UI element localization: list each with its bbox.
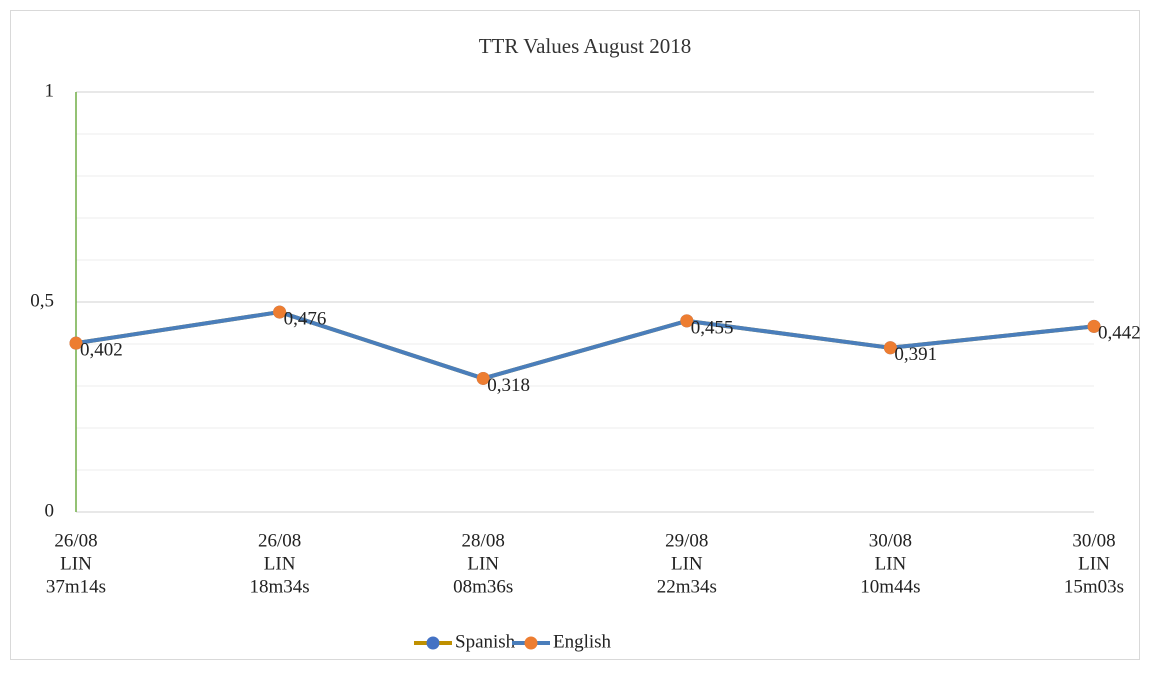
- legend-label: Spanish: [455, 631, 516, 652]
- x-tick-label: LIN: [60, 553, 92, 574]
- marker: [1087, 319, 1101, 333]
- data-label: 0,318: [487, 375, 530, 396]
- x-tick-label: 26/08: [54, 530, 97, 551]
- x-tick-label: 22m34s: [657, 576, 717, 597]
- data-label: 0,442: [1098, 323, 1141, 344]
- marker: [476, 371, 490, 385]
- data-label: 0,391: [894, 344, 937, 365]
- x-tick-label: 30/08: [869, 530, 912, 551]
- x-tick-label: LIN: [264, 553, 296, 574]
- x-tick-label: 29/08: [665, 530, 708, 551]
- marker: [883, 341, 897, 355]
- data-label: 0,455: [691, 317, 734, 338]
- x-tick-label: 26/08: [258, 530, 301, 551]
- x-tick-label: LIN: [1078, 553, 1110, 574]
- legend-label: English: [553, 631, 612, 652]
- data-label: 0,476: [284, 308, 327, 329]
- marker: [680, 314, 694, 328]
- x-tick-label: 28/08: [462, 530, 505, 551]
- legend-marker: [426, 636, 440, 650]
- x-tick-label: 18m34s: [250, 576, 310, 597]
- y-tick-label: 1: [45, 80, 55, 101]
- x-tick-label: LIN: [467, 553, 499, 574]
- line: [75, 310, 1095, 381]
- x-tick-label: LIN: [671, 553, 703, 574]
- x-tick-label: 30/08: [1072, 530, 1115, 551]
- chart-frame: [10, 10, 1140, 660]
- y-tick-label: 0: [45, 500, 55, 521]
- y-tick-label: 0,5: [30, 290, 54, 311]
- data-label: 0,402: [80, 340, 123, 361]
- x-tick-label: 37m14s: [46, 576, 106, 597]
- x-tick-label: 10m44s: [860, 576, 920, 597]
- marker: [69, 336, 83, 350]
- x-tick-label: 08m36s: [453, 576, 513, 597]
- chart-title: TTR Values August 2018: [479, 34, 692, 58]
- marker: [273, 305, 287, 319]
- legend-marker: [524, 636, 538, 650]
- x-tick-label: 15m03s: [1064, 576, 1124, 597]
- x-tick-label: LIN: [875, 553, 907, 574]
